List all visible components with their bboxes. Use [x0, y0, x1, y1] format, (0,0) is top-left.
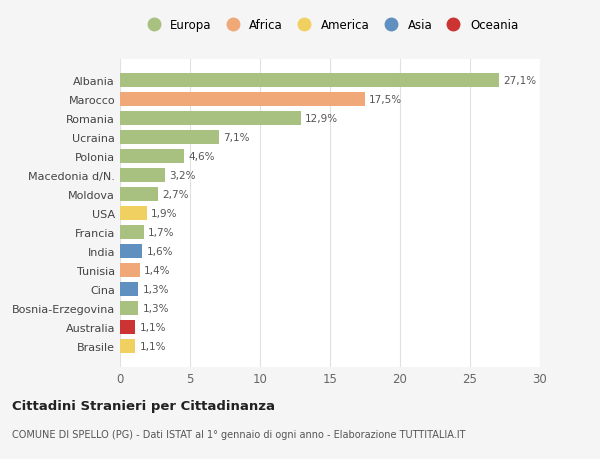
Text: 1,1%: 1,1% [140, 322, 166, 332]
Bar [120, 339, 136, 353]
Text: 1,3%: 1,3% [142, 284, 169, 294]
Text: 12,9%: 12,9% [305, 114, 338, 123]
Bar [120, 225, 144, 240]
Text: 1,7%: 1,7% [148, 227, 175, 237]
Bar [120, 112, 301, 126]
Text: 1,4%: 1,4% [144, 265, 170, 275]
Bar [120, 263, 140, 277]
Bar [120, 320, 136, 334]
Text: COMUNE DI SPELLO (PG) - Dati ISTAT al 1° gennaio di ogni anno - Elaborazione TUT: COMUNE DI SPELLO (PG) - Dati ISTAT al 1°… [12, 429, 466, 439]
Bar [120, 73, 499, 88]
Text: 17,5%: 17,5% [369, 95, 403, 105]
Bar [120, 130, 220, 145]
Bar [120, 301, 138, 315]
Bar [120, 187, 158, 202]
Text: 1,3%: 1,3% [142, 303, 169, 313]
Bar [120, 244, 142, 258]
Legend: Europa, Africa, America, Asia, Oceania: Europa, Africa, America, Asia, Oceania [142, 19, 518, 33]
Bar [120, 168, 165, 183]
Bar [120, 207, 146, 220]
Text: 7,1%: 7,1% [224, 133, 250, 143]
Text: 2,7%: 2,7% [162, 190, 188, 200]
Text: 4,6%: 4,6% [188, 151, 215, 162]
Bar [120, 93, 365, 107]
Text: 27,1%: 27,1% [503, 76, 537, 86]
Text: Cittadini Stranieri per Cittadinanza: Cittadini Stranieri per Cittadinanza [12, 399, 275, 412]
Text: 1,1%: 1,1% [140, 341, 166, 351]
Text: 1,9%: 1,9% [151, 208, 178, 218]
Bar [120, 150, 184, 164]
Text: 3,2%: 3,2% [169, 171, 196, 180]
Bar [120, 282, 138, 297]
Text: 1,6%: 1,6% [146, 246, 173, 256]
